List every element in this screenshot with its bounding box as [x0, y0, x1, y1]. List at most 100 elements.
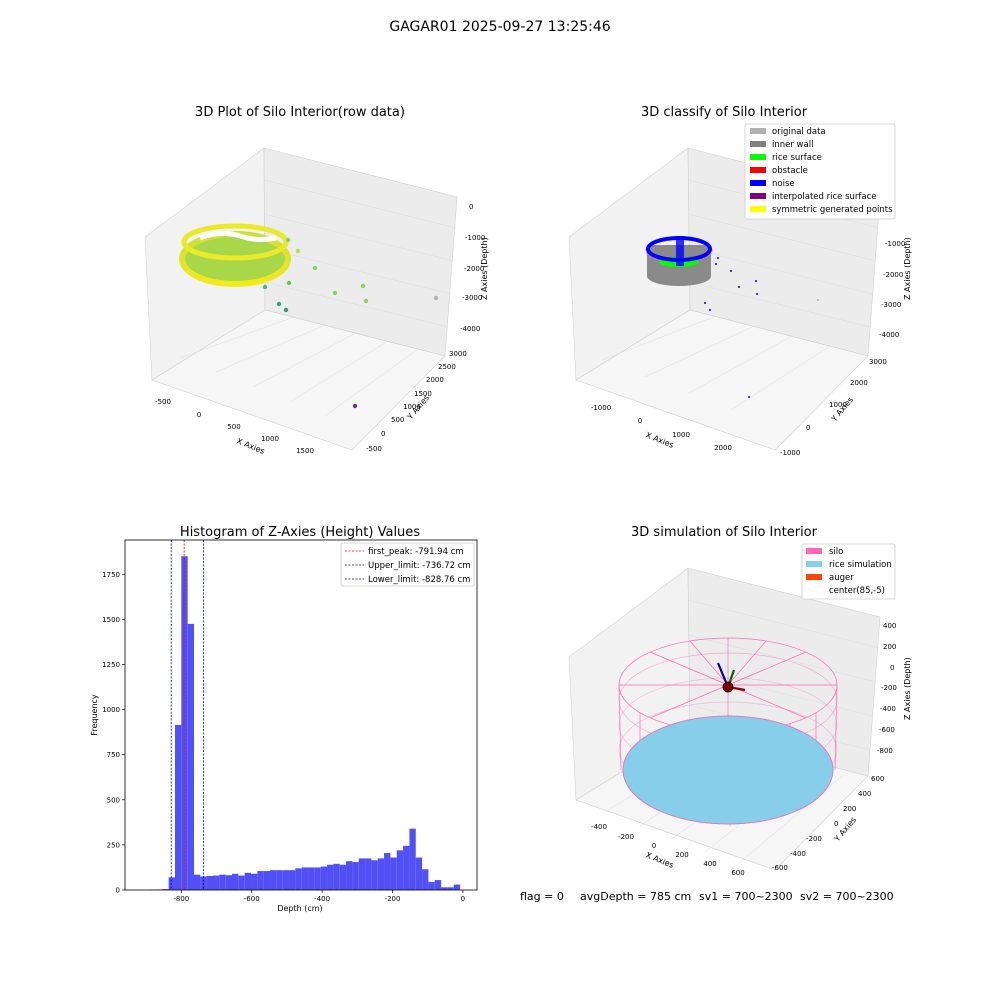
simulation-xtick: 0 — [652, 842, 656, 850]
simulation-xtick: 400 — [703, 860, 716, 868]
simulation-y-ticks: -600 -400 -200 0 200 400 600 — [772, 775, 884, 872]
raw-ytick: 2500 — [438, 363, 456, 371]
footer-status: flag = 0 avgDepth = 785 cm sv1 = 700~230… — [520, 890, 894, 903]
legend-swatch-auger — [806, 574, 822, 580]
histogram-panel: Histogram of Z-Axies (Height) Values -80… — [90, 525, 478, 913]
simulation-plot-title: 3D simulation of Silo Interior — [631, 525, 818, 540]
raw-ytick: 1500 — [414, 390, 432, 398]
classify-symmetric-ring — [645, 236, 713, 264]
raw-floor-pane — [151, 309, 446, 451]
classify-ytick: 3000 — [869, 358, 887, 366]
histogram-ytick-label: 0 — [116, 887, 120, 895]
legend-swatch-original-data — [750, 128, 766, 134]
simulation-ztick: -600 — [879, 726, 895, 734]
footer-sv2: sv2 = 700~2300 — [800, 890, 894, 903]
histogram-y-label: Frequency — [90, 694, 99, 736]
legend-swatch-inner-wall — [750, 141, 766, 147]
classify-ytick: 1000 — [829, 401, 847, 409]
simulation-ytick: -200 — [806, 835, 822, 843]
legend-label: noise — [772, 179, 795, 189]
raw-x-ticks: -500 0 500 1000 1500 — [155, 398, 314, 455]
histogram-bar — [162, 889, 169, 890]
classify-legend: original data inner wall rice surface ob… — [744, 123, 896, 220]
simulation-ztick: -200 — [881, 684, 897, 692]
histogram-bar — [352, 862, 359, 890]
histogram-bar — [206, 875, 213, 890]
legend-swatch-symmetric — [750, 206, 766, 212]
legend-label: first_peak: -791.94 cm — [368, 547, 464, 557]
simulation-z-ticks: 400 200 0 -200 -400 -600 -800 — [877, 622, 897, 755]
raw-ytick: 1000 — [403, 403, 421, 411]
simulation-x-ticks: -400 -200 0 200 400 600 — [591, 823, 745, 877]
simulation-xtick: 200 — [675, 851, 688, 859]
simulation-xtick: -400 — [591, 823, 607, 831]
raw-ytick: 500 — [391, 416, 404, 424]
histogram-x-label: Depth (cm) — [277, 904, 322, 913]
raw-z-ticks: 0 -1000 -2000 -3000 -4000 — [460, 203, 485, 333]
simulation-ztick: 400 — [883, 622, 896, 630]
classify-legend-box — [744, 123, 896, 220]
classify-xtick: 1000 — [672, 431, 690, 439]
simulation-x-axis-label: X Axies — [644, 851, 675, 870]
histogram-xtick-label: 0 — [461, 895, 465, 903]
simulation-ztick: 0 — [890, 664, 894, 672]
histogram-bar — [174, 724, 182, 890]
simulation-3d-panel: 3D simulation of Silo Interior — [568, 525, 912, 877]
legend-label: symmetric generated points — [772, 205, 893, 215]
classify-ztick: -4000 — [879, 331, 899, 339]
histogram-bar — [308, 867, 315, 890]
simulation-ytick: 0 — [834, 820, 838, 828]
histogram-xtick-label: -800 — [173, 895, 189, 903]
simulation-auger — [716, 662, 746, 693]
histogram-bar — [168, 877, 175, 890]
histogram-bar — [314, 867, 321, 890]
classify-z-ticks: 0 -1000 -2000 -3000 -4000 — [879, 209, 905, 339]
simulation-legend: silo rice simulation auger center(85,-5) — [801, 543, 896, 600]
histogram-bar — [187, 623, 194, 890]
simulation-legend-box — [801, 543, 896, 600]
histogram-xtick-label: -400 — [314, 895, 330, 903]
classify-ztick: -1000 — [885, 240, 905, 248]
raw-xtick: 0 — [197, 411, 201, 419]
raw-xtick: -500 — [155, 398, 171, 406]
histogram-xtick-label: -600 — [244, 895, 260, 903]
footer-sv1: sv1 = 700~2300 — [699, 890, 793, 903]
raw-xtick: 1000 — [261, 435, 279, 443]
raw-xtick: 500 — [227, 423, 240, 431]
classify-noise-points — [704, 257, 758, 398]
histogram-ytick-label: 500 — [107, 796, 120, 804]
histogram-bar — [365, 858, 372, 890]
legend-swatch-rice-surface — [750, 154, 766, 160]
histogram-bar — [434, 880, 442, 890]
histogram-bar — [270, 870, 277, 890]
raw-z-axis-label: Z Axies (Depth) — [480, 237, 489, 300]
histogram-bar — [320, 866, 328, 890]
histogram-title: Histogram of Z-Axies (Height) Values — [180, 525, 420, 540]
histogram-bar — [232, 873, 239, 890]
simulation-ytick: -400 — [790, 850, 806, 858]
classify-xtick: -1000 — [591, 404, 611, 412]
classify-ztick: -3000 — [881, 301, 901, 309]
classify-noise-column — [676, 236, 684, 266]
classify-xtick: 0 — [638, 417, 642, 425]
histogram-ytick-label: 750 — [107, 751, 120, 759]
histogram-bar — [428, 881, 435, 890]
footer-flag: flag = 0 — [520, 890, 564, 903]
raw-ztick: 0 — [469, 203, 473, 211]
raw-y-ticks: -500 0 500 1000 1500 2000 2500 3000 — [366, 350, 467, 453]
legend-label: rice surface — [772, 153, 822, 163]
simulation-ytick: -600 — [772, 864, 788, 872]
legend-label: inner wall — [772, 140, 813, 150]
legend-label: silo — [829, 547, 843, 557]
histogram-bar — [327, 864, 334, 890]
legend-label: Lower_limit: -828.76 cm — [368, 575, 470, 585]
legend-swatch-obstacle — [750, 167, 766, 173]
histogram-bars — [149, 556, 461, 890]
classify-plot-title: 3D classify of Silo Interior — [641, 105, 808, 120]
legend-swatch-noise — [750, 180, 766, 186]
histogram-bar — [384, 853, 391, 890]
raw-ytick: 2000 — [426, 376, 444, 384]
simulation-ztick: -800 — [877, 747, 893, 755]
histogram-axes: -800 -600 -400 -200 0 0 250 500 750 1000 1250 1500 1… — [102, 571, 465, 903]
